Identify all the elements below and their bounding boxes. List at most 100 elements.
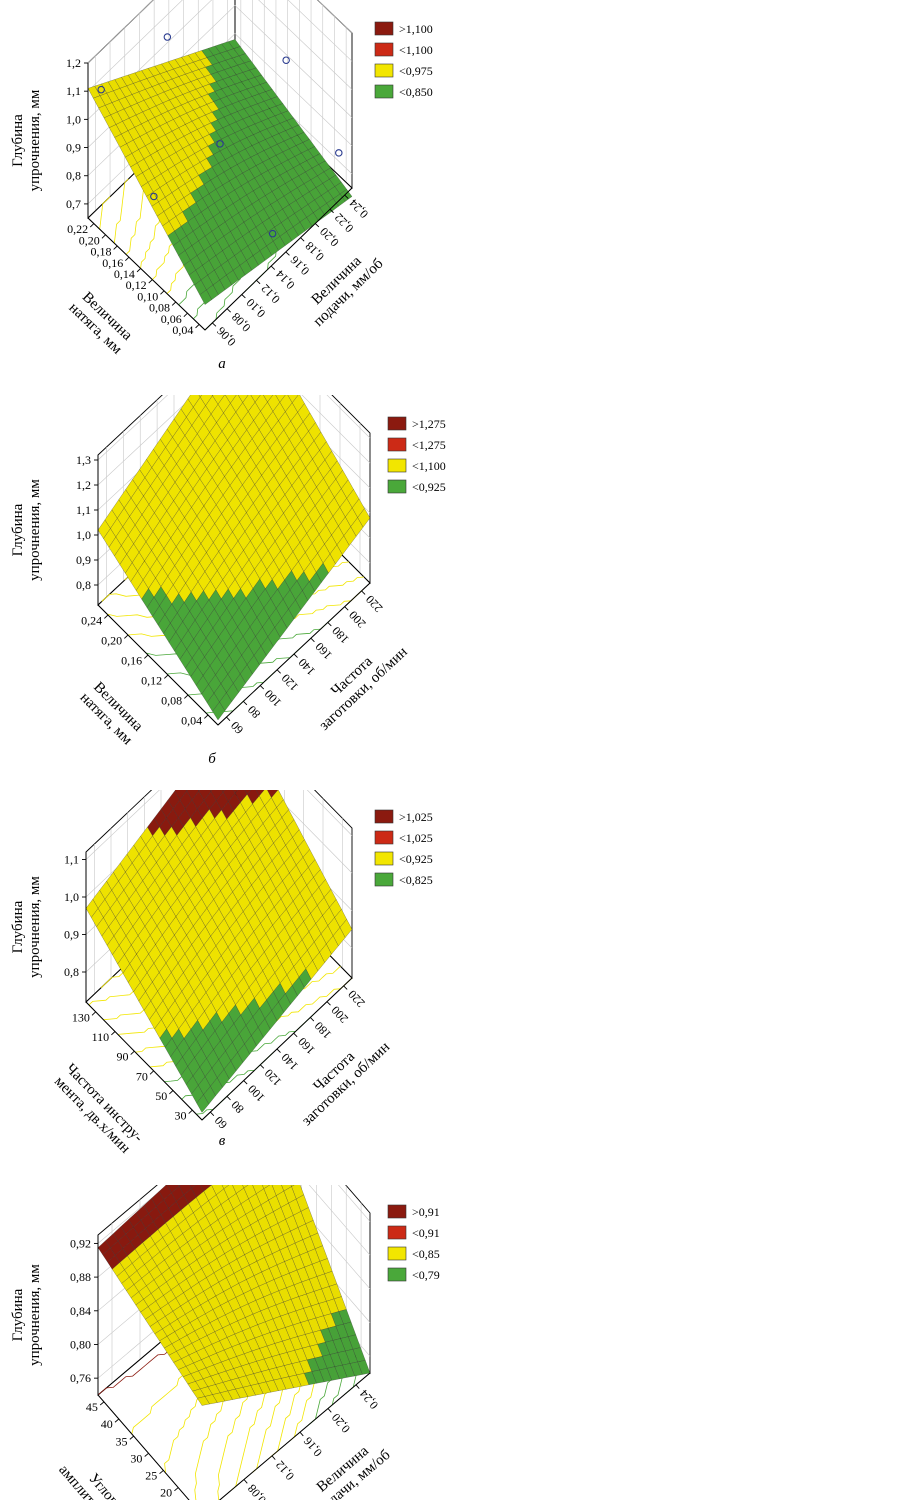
legend-label-1: <1,100 bbox=[399, 43, 433, 57]
x-tick-label-7: 200 bbox=[346, 608, 369, 631]
z-tick-label-5: 1,2 bbox=[66, 56, 81, 70]
x-tick-label-5: 160 bbox=[312, 640, 335, 663]
chart-panel-б: 0,80,91,01,11,21,36080100120140160180200… bbox=[0, 395, 460, 785]
x-tick-label-1: 0,08 bbox=[229, 310, 254, 335]
legend-label-2: <0,925 bbox=[399, 852, 433, 866]
surface bbox=[98, 395, 370, 720]
panel-caption: а bbox=[218, 356, 226, 372]
x-tick-label-2: 0,12 bbox=[273, 1458, 297, 1483]
y-tick-label-1: 20 bbox=[160, 1486, 172, 1500]
x-tick-label-2: 100 bbox=[262, 687, 285, 710]
y-tick-label-0: 0,04 bbox=[181, 713, 202, 727]
y-tick-label-2: 25 bbox=[145, 1469, 157, 1483]
observed-point-6 bbox=[336, 150, 342, 156]
legend: >1,025 <1,025 <0,925 <0,825 bbox=[375, 810, 433, 887]
z-tick-label-4: 1,2 bbox=[76, 478, 91, 492]
legend-label-3: <0,825 bbox=[399, 873, 433, 887]
surface bbox=[98, 1185, 370, 1406]
z-tick-label-3: 1,1 bbox=[76, 503, 91, 517]
legend-label-0: >1,025 bbox=[399, 810, 433, 824]
y-tick-label-1: 0,08 bbox=[161, 693, 182, 707]
z-axis-label: Глубинаупрочнения, мм bbox=[10, 1264, 43, 1366]
legend-swatch-0 bbox=[388, 417, 406, 430]
x-tick-label-3: 120 bbox=[262, 1066, 285, 1089]
x-tick-label-8: 220 bbox=[345, 987, 368, 1010]
chart-panel-г: 0,760,800,840,880,920,040,080,120,160,20… bbox=[0, 1185, 460, 1500]
y-tick-label-5: 130 bbox=[72, 1010, 90, 1024]
legend-label-2: <1,100 bbox=[412, 459, 446, 473]
legend-label-1: <0,91 bbox=[412, 1226, 440, 1240]
y-tick-label-5: 40 bbox=[101, 1417, 113, 1431]
x-tick-label-0: 0,06 bbox=[214, 324, 239, 349]
y-tick-label-4: 110 bbox=[92, 1030, 110, 1044]
y-tick-label-4: 35 bbox=[116, 1434, 128, 1448]
legend-swatch-1 bbox=[375, 43, 393, 56]
x-tick-label-4: 0,20 bbox=[329, 1411, 353, 1436]
x-tick-label-8: 0,22 bbox=[332, 211, 357, 236]
legend-swatch-1 bbox=[388, 438, 406, 451]
legend-label-1: <1,025 bbox=[399, 831, 433, 845]
y-tick-label-3: 30 bbox=[130, 1451, 142, 1465]
x-tick-label-5: 0,16 bbox=[288, 253, 313, 278]
z-tick-label-1: 0,8 bbox=[66, 169, 81, 183]
z-tick-label-4: 0,92 bbox=[70, 1236, 91, 1250]
legend-label-3: <0,925 bbox=[412, 480, 446, 494]
legend-swatch-0 bbox=[388, 1205, 406, 1218]
x-tick-label-9: 0,24 bbox=[346, 196, 371, 221]
z-axis-label: Глубинаупрочнения, мм bbox=[10, 89, 43, 191]
z-tick-label-1: 0,9 bbox=[64, 928, 79, 942]
legend-swatch-1 bbox=[375, 831, 393, 844]
x-tick-label-0: 60 bbox=[212, 1114, 230, 1132]
legend-label-2: <0,85 bbox=[412, 1247, 440, 1261]
z-tick-label-1: 0,80 bbox=[70, 1337, 91, 1351]
panel-caption: в bbox=[219, 1133, 226, 1149]
x-tick-label-4: 140 bbox=[278, 1050, 301, 1073]
legend-swatch-0 bbox=[375, 22, 393, 35]
x-tick-label-6: 0,18 bbox=[302, 239, 327, 264]
y-tick-label-0: 30 bbox=[175, 1109, 187, 1123]
panel-caption: б bbox=[208, 751, 216, 767]
y-tick-label-9: 0,22 bbox=[67, 222, 88, 236]
legend-swatch-3 bbox=[375, 85, 393, 98]
legend-swatch-0 bbox=[375, 810, 393, 823]
legend-swatch-1 bbox=[388, 1226, 406, 1239]
z-tick-label-1: 0,9 bbox=[76, 553, 91, 567]
observed-point-3 bbox=[283, 57, 289, 63]
z-axis-label: Глубинаупрочнения, мм bbox=[10, 876, 43, 978]
x-tick-label-3: 120 bbox=[279, 671, 302, 694]
legend-label-1: <1,275 bbox=[412, 438, 446, 452]
z-tick-label-0: 0,7 bbox=[66, 197, 81, 211]
x-tick-label-2: 0,10 bbox=[243, 296, 268, 321]
y-axis-label: Величинанатяга, мм bbox=[66, 288, 137, 358]
z-tick-label-4: 1,1 bbox=[66, 84, 81, 98]
x-tick-label-5: 160 bbox=[295, 1035, 318, 1058]
surface bbox=[86, 790, 352, 1113]
legend-swatch-2 bbox=[388, 1247, 406, 1260]
z-tick-label-3: 1,0 bbox=[66, 112, 81, 126]
x-tick-label-4: 140 bbox=[295, 656, 318, 679]
z-tick-label-0: 0,76 bbox=[70, 1371, 91, 1385]
z-axis-label: Глубинаупрочнения, мм bbox=[10, 479, 43, 581]
legend-swatch-2 bbox=[388, 459, 406, 472]
legend-label-3: <0,850 bbox=[399, 85, 433, 99]
x-tick-label-7: 200 bbox=[328, 1003, 351, 1026]
legend: >1,275 <1,275 <1,100 <0,925 bbox=[388, 417, 446, 494]
x-tick-label-2: 100 bbox=[245, 1082, 268, 1105]
z-tick-label-0: 0,8 bbox=[76, 578, 91, 592]
y-axis-label: Величинанатяга, мм bbox=[77, 678, 148, 749]
z-tick-label-2: 0,84 bbox=[70, 1304, 91, 1318]
legend-label-0: >1,275 bbox=[412, 417, 446, 431]
observed-point-1 bbox=[164, 34, 170, 40]
legend-label-0: >1,100 bbox=[399, 22, 433, 36]
z-tick-label-3: 0,88 bbox=[70, 1270, 91, 1284]
x-tick-label-1: 0,08 bbox=[245, 1482, 269, 1500]
y-tick-label-3: 90 bbox=[117, 1050, 129, 1064]
x-tick-label-3: 0,16 bbox=[301, 1434, 325, 1459]
z-tick-label-5: 1,3 bbox=[76, 453, 91, 467]
y-tick-label-1: 50 bbox=[155, 1089, 167, 1103]
frame-edge-left bbox=[98, 1395, 202, 1500]
y-tick-label-2: 0,12 bbox=[141, 673, 162, 687]
x-tick-label-6: 180 bbox=[312, 1019, 335, 1042]
legend-swatch-2 bbox=[375, 852, 393, 865]
